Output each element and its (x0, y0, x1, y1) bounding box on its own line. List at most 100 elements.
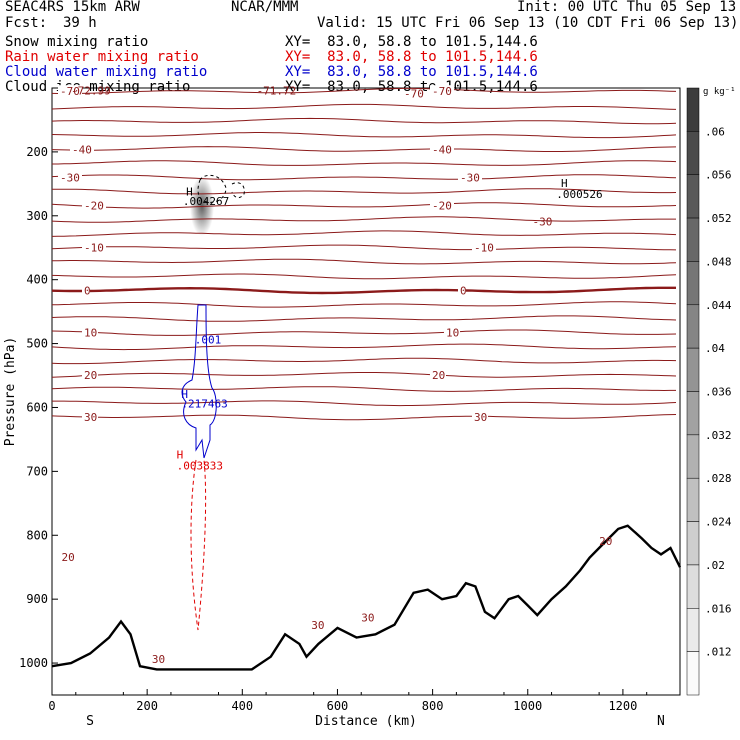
isotherm-label-bg (82, 411, 98, 424)
isotherm-label: -40 (72, 143, 92, 156)
colorbar-swatch (686, 608, 700, 652)
isotherm-line (51, 386, 676, 392)
isotherm-line (51, 132, 677, 139)
y-tick-label: 300 (26, 209, 48, 223)
rain-water-contour (190, 459, 207, 631)
isotherm-label-bg (430, 85, 454, 98)
isotherm-line (52, 188, 677, 195)
annotation-label: 20 (62, 551, 75, 564)
annotation-label: 30 (152, 653, 165, 666)
y-tick-label: 500 (26, 337, 48, 351)
isotherm-label: -40 (432, 143, 452, 156)
isotherm-label-bg (458, 284, 466, 297)
isotherm-label-bg (82, 368, 98, 381)
isotherm-line (51, 174, 677, 181)
colorbar-swatch (686, 434, 700, 479)
terrain-line (51, 524, 682, 671)
x-end-label-left: S (86, 714, 94, 729)
isotherm-label: 30 (474, 411, 487, 424)
colorbar-swatch (686, 131, 700, 175)
colorbar-swatch (686, 651, 700, 696)
colorbar-swatch (686, 304, 700, 349)
forecast-label: Fcst: (5, 15, 48, 31)
field-cloud-ice-xy: XY= 83.0, 58.8 to 101.5,144.6 (285, 79, 538, 95)
isotherm-label-bg (82, 241, 106, 254)
isotherm-line (52, 160, 677, 166)
colorbar-tick-label: .052 (705, 212, 732, 225)
annotation-label: -30 (533, 215, 553, 228)
colorbar-swatch (686, 261, 700, 306)
forecast-hour: 39 h (63, 15, 97, 31)
isotherm-label: 20 (432, 369, 445, 382)
isotherm-label: 20 (84, 369, 97, 382)
x-tick-label: 1200 (608, 699, 637, 713)
annotation-label: 20 (599, 535, 612, 548)
y-axis-title: Pressure (hPa) (3, 337, 18, 447)
x-tick-label: 0 (48, 699, 55, 713)
colorbar-swatch (686, 391, 700, 436)
isotherm-line (51, 315, 677, 322)
isotherm-line (51, 146, 677, 152)
isotherm-label: -70 (60, 85, 80, 98)
snow-contour (197, 174, 227, 203)
x-tick-label: 200 (136, 699, 158, 713)
colorbar-swatch (686, 87, 700, 132)
annotation-label: .001 (195, 334, 222, 347)
y-tick-label: 600 (26, 400, 48, 414)
isotherm-label-bg (430, 199, 454, 212)
colorbar-swatch (686, 564, 700, 609)
y-tick-label: 200 (26, 145, 48, 159)
isotherm-label: -20 (432, 200, 452, 213)
isotherm-line (51, 286, 676, 295)
isotherm-label: 30 (84, 411, 97, 424)
isotherm-line (51, 372, 677, 378)
x-tick-label: 400 (231, 699, 253, 713)
colorbar-swatch (686, 521, 700, 566)
isotherm-label: 10 (84, 327, 97, 340)
isotherm-label-bg (58, 85, 82, 98)
isotherm-label-bg (70, 143, 94, 156)
y-tick-label: 700 (26, 464, 48, 478)
isotherm-line (51, 343, 677, 351)
field-rain-label: Rain water mixing ratio (5, 49, 199, 65)
isotherm-label-bg (58, 171, 82, 184)
annotation-label: H (186, 185, 193, 198)
isotherm-label: -10 (84, 242, 104, 255)
colorbar-swatch (686, 477, 700, 522)
colorbar-tick-label: .02 (705, 559, 725, 572)
field-snow-xy: XY= 83.0, 58.8 to 101.5,144.6 (285, 34, 538, 50)
isotherm-line (51, 273, 677, 280)
snow-contour (231, 182, 245, 199)
field-snow-label: Snow mixing ratio (5, 34, 149, 50)
colorbar-tick-label: .012 (705, 646, 732, 659)
isotherm-line (51, 301, 677, 308)
model-title: SEAC4RS 15km ARW (5, 0, 140, 15)
isotherm-label: -10 (474, 242, 494, 255)
isotherm-line (51, 258, 677, 265)
colorbar-units: g kg⁻¹ (703, 87, 736, 97)
colorbar-swatch (686, 217, 700, 262)
annotation-label: 30 (311, 619, 324, 632)
isotherm-group: -70 -70 -40 -40 -30 -30 -20 -20 -10 -10 0 0 10 10 20 20… (51, 85, 677, 424)
x-tick-label: 1000 (513, 699, 542, 713)
isotherm-label-bg (82, 326, 98, 339)
annotation-label: .003833 (177, 459, 223, 472)
isotherm-label-bg (472, 411, 488, 424)
isotherm-label: -30 (60, 171, 80, 184)
colorbar-tick-label: .04 (705, 342, 725, 355)
isotherm-label: 0 (460, 285, 467, 298)
isotherm-line (51, 202, 677, 209)
isotherm-label: 0 (84, 285, 91, 298)
isotherm-label-bg (430, 143, 454, 156)
y-tick-label: 800 (26, 528, 48, 542)
annotation-label: H (181, 388, 188, 401)
annotation-label: H (561, 177, 568, 190)
isotherm-line (51, 357, 677, 365)
isotherm-label-bg (430, 368, 446, 381)
field-cloud-water-xy: XY= 83.0, 58.8 to 101.5,144.6 (285, 64, 538, 80)
init-time: Init: 00 UTC Thu 05 Sep 13 (517, 0, 737, 15)
isotherm-line (51, 216, 676, 223)
colorbar-tick-label: .044 (705, 299, 732, 312)
valid-time: Valid: 15 UTC Fri 06 Sep 13 (10 CDT Fri … (317, 15, 739, 31)
